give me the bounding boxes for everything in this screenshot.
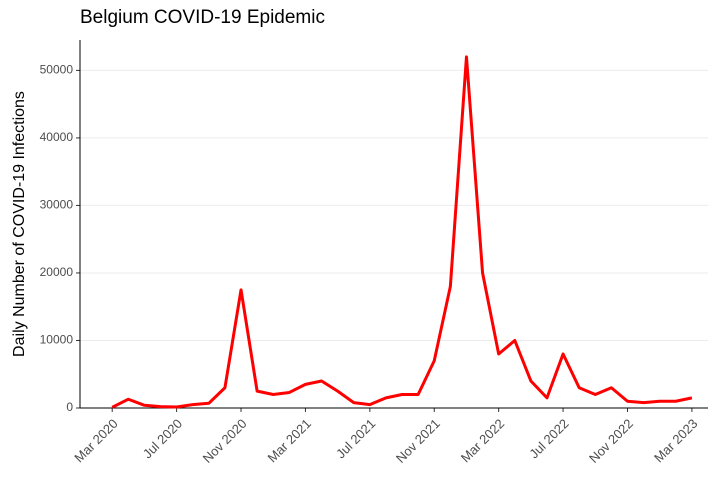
x-tick-label: Jul 2022 <box>526 416 571 461</box>
chart-title: Belgium COVID-19 Epidemic <box>80 7 325 28</box>
y-tick-label: 0 <box>66 400 73 414</box>
x-tick-label: Mar 2020 <box>71 416 120 465</box>
x-tick-label: Nov 2022 <box>586 416 636 466</box>
y-axis-label: Daily Number of COVID-19 Infections <box>11 91 28 357</box>
x-tick-label: Nov 2020 <box>200 416 250 466</box>
y-tick-label: 30000 <box>40 198 74 212</box>
y-tick-label: 20000 <box>40 265 74 279</box>
x-tick-label: Jul 2020 <box>140 416 185 461</box>
y-tick-label: 10000 <box>40 333 74 347</box>
x-tick-label: Mar 2023 <box>651 416 700 465</box>
x-tick-label: Mar 2021 <box>265 416 314 465</box>
x-tick-label: Mar 2022 <box>458 416 507 465</box>
y-tick-label: 40000 <box>40 130 74 144</box>
x-tick-label: Jul 2021 <box>333 416 378 461</box>
x-tick-label: Nov 2021 <box>393 416 443 466</box>
series-line <box>111 55 693 409</box>
y-tick-label: 50000 <box>40 63 74 77</box>
